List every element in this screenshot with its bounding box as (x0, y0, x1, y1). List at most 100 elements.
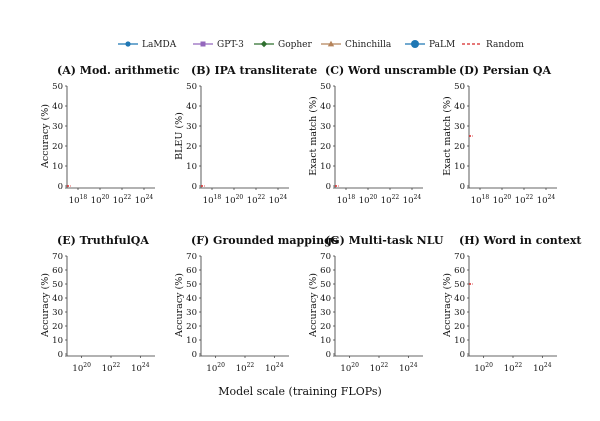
panel-h-title: (H) Word in context (459, 234, 582, 247)
panel-g-y-axis-label: Accuracy (%) (308, 273, 319, 338)
panel-f-ytick-label-70: 70 (186, 252, 197, 262)
legend-label-gpt-3: GPT-3 (217, 40, 244, 50)
panel-b-title: (B) IPA transliterate (191, 64, 317, 77)
panel-d-xtick-label-24: 1024 (537, 194, 556, 206)
legend-entry-gopher: Gopher (254, 40, 312, 50)
panel-b-ytick-label-30: 30 (186, 122, 197, 132)
panel-e-ytick-label-0: 0 (58, 350, 63, 360)
panel-c-xtick-label-24: 1024 (403, 194, 422, 206)
shared-x-axis-label: Model scale (training FLOPs) (218, 385, 382, 398)
panel-d-ytick-label-10: 10 (454, 162, 465, 172)
panel-g-title: (G) Multi-task NLU (325, 234, 444, 247)
panel-a-xtick-label-20: 1020 (91, 194, 110, 206)
legend-marker-palm (411, 40, 419, 48)
legend-label-palm: PaLM (429, 40, 455, 50)
panel-b-ytick-label-10: 10 (186, 162, 197, 172)
panel-d-ytick-label-20: 20 (454, 142, 465, 152)
panel-h-xtick-label-24: 1024 (533, 362, 552, 374)
panel-a-ytick-label-50: 50 (52, 82, 63, 92)
panel-b-ytick-label-50: 50 (186, 82, 197, 92)
panel-d-ytick-label-40: 40 (454, 102, 465, 112)
panel-f-ytick-label-50: 50 (186, 280, 197, 290)
legend-entry-lamda: LaMDA (118, 40, 177, 50)
panel-f-ytick-label-20: 20 (186, 322, 197, 332)
legend-marker-lamda (125, 41, 131, 47)
panel-b-xtick-label-24: 1024 (269, 194, 288, 206)
panel-f-ytick-label-40: 40 (186, 294, 197, 304)
panel-a-xtick-label-22: 1022 (113, 194, 132, 206)
panel-h-ytick-label-10: 10 (454, 336, 465, 346)
panel-c-ytick-label-0: 0 (326, 182, 331, 192)
legend-label-random: Random (486, 40, 524, 50)
panel-h-ytick-label-50: 50 (454, 280, 465, 290)
legend-entry-gpt-3: GPT-3 (193, 40, 244, 50)
panel-g-xtick-label-20: 1020 (340, 362, 359, 374)
panel-d-ytick-label-50: 50 (454, 82, 465, 92)
panel-e-y-axis-label: Accuracy (%) (40, 273, 51, 338)
panel-d-y-axis-label: Exact match (%) (442, 96, 453, 176)
panel-b-ytick-label-0: 0 (192, 182, 197, 192)
panel-f-ytick-label-10: 10 (186, 336, 197, 346)
panel-h-ytick-label-30: 30 (454, 308, 465, 318)
panel-c-ytick-label-50: 50 (320, 82, 331, 92)
panel-g-ytick-label-50: 50 (320, 280, 331, 290)
panel-c-ytick-label-20: 20 (320, 142, 331, 152)
panel-e-ytick-label-50: 50 (52, 280, 63, 290)
panel-e-ytick-label-60: 60 (52, 266, 63, 276)
panel-e-xtick-label-20: 1020 (72, 362, 91, 374)
panel-f-ytick-label-30: 30 (186, 308, 197, 318)
panel-g-ytick-label-40: 40 (320, 294, 331, 304)
panel-c-ytick-label-40: 40 (320, 102, 331, 112)
panel-d-title: (D) Persian QA (459, 64, 551, 77)
panel-g-ytick-label-0: 0 (326, 350, 331, 360)
panel-h-ytick-label-70: 70 (454, 252, 465, 262)
panel-b-xtick-label-22: 1022 (247, 194, 266, 206)
panel-a-y-axis-label: Accuracy (%) (40, 104, 51, 169)
legend: LaMDA GPT-3 Gopher Chinchilla PaLM Random (118, 40, 524, 50)
panel-f: (F) Grounded mappings0102030405060701020… (174, 234, 338, 374)
panel-h-y-axis-label: Accuracy (%) (442, 273, 453, 338)
panel-e-ytick-label-70: 70 (52, 252, 63, 262)
panel-g-xtick-label-22: 1022 (370, 362, 389, 374)
legend-marker-gopher (260, 40, 268, 48)
panel-e-ytick-label-20: 20 (52, 322, 63, 332)
panel-h-ytick-label-60: 60 (454, 266, 465, 276)
panel-a-ytick-label-0: 0 (58, 182, 63, 192)
panel-b-ytick-label-20: 20 (186, 142, 197, 152)
panel-b-ytick-label-40: 40 (186, 102, 197, 112)
panel-f-ytick-label-0: 0 (192, 350, 197, 360)
panel-f-y-axis-label: Accuracy (%) (174, 273, 185, 338)
panel-d-ytick-label-0: 0 (460, 182, 465, 192)
legend-marker-chinchilla (327, 40, 335, 47)
panel-e-xtick-label-24: 1024 (131, 362, 150, 374)
panel-d-xtick-label-18: 1018 (471, 194, 490, 206)
panel-c-xtick-label-22: 1022 (381, 194, 400, 206)
panel-d-xtick-label-22: 1022 (515, 194, 534, 206)
legend-label-gopher: Gopher (278, 40, 312, 50)
panel-c-ytick-label-30: 30 (320, 122, 331, 132)
panel-g-ytick-label-10: 10 (320, 336, 331, 346)
panel-b-xtick-label-20: 1020 (225, 194, 244, 206)
legend-label-lamda: LaMDA (142, 40, 177, 50)
panel-a-ytick-label-10: 10 (52, 162, 63, 172)
panel-f-xtick-label-24: 1024 (265, 362, 284, 374)
panel-a-xtick-label-18: 1018 (69, 194, 88, 206)
panel-a-title: (A) Mod. arithmetic (57, 64, 180, 77)
panel-a-ytick-label-40: 40 (52, 102, 63, 112)
panel-h-ytick-label-20: 20 (454, 322, 465, 332)
panel-d-ytick-label-30: 30 (454, 122, 465, 132)
panel-f-title: (F) Grounded mappings (191, 234, 338, 247)
panel-d-xtick-label-20: 1020 (493, 194, 512, 206)
legend-entry-random: Random (462, 40, 524, 50)
panel-g-ytick-label-60: 60 (320, 266, 331, 276)
panel-a-ytick-label-30: 30 (52, 122, 63, 132)
panel-g-ytick-label-30: 30 (320, 308, 331, 318)
